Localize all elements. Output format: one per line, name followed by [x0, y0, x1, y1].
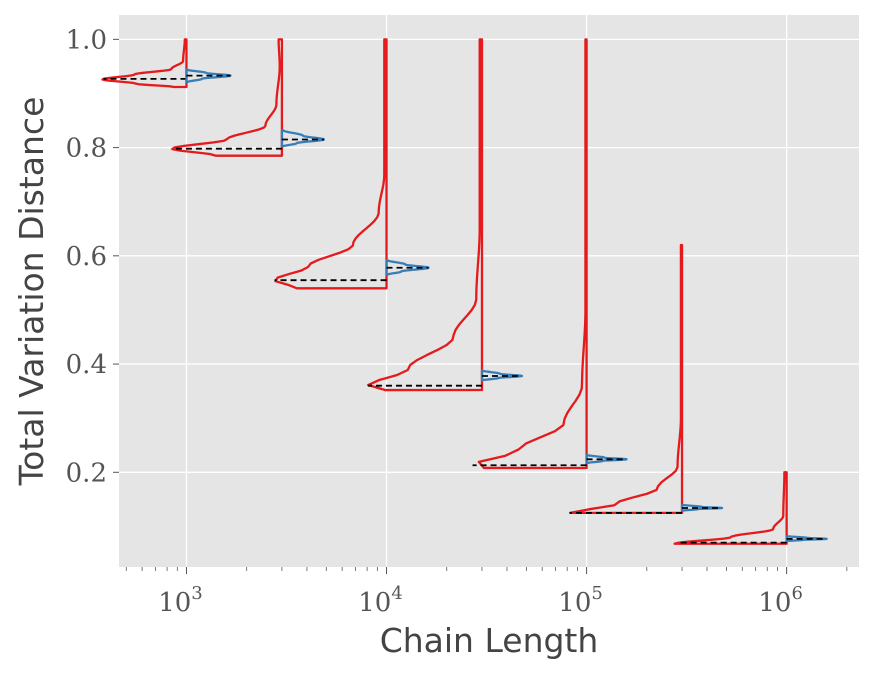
violin-group — [472, 38, 628, 470]
violin-group — [171, 38, 326, 157]
violin-left-half — [274, 38, 388, 290]
violin-left-half — [673, 471, 788, 545]
y-tick-label: 0.2 — [66, 458, 107, 488]
violin-right-half — [585, 453, 628, 465]
x-tick-label: 104 — [358, 583, 403, 618]
x-tick-label: 105 — [558, 583, 603, 618]
y-tick-label: 0.8 — [66, 134, 107, 164]
y-tick-label: 1.0 — [66, 25, 107, 55]
violin-group — [101, 38, 232, 89]
y-tick-label: 0.6 — [66, 242, 107, 272]
violin-right-half — [280, 129, 326, 148]
x-tick-label: 103 — [158, 583, 203, 618]
violin-left-half — [568, 243, 684, 515]
violin-left-half — [101, 38, 188, 89]
y-axis-label: Total Variation Distance — [12, 97, 51, 487]
y-tick-label: 0.4 — [66, 350, 107, 380]
violin-group — [673, 471, 828, 545]
violin-right-half — [785, 535, 828, 543]
violin-group — [367, 38, 524, 392]
violin-left-half — [367, 38, 484, 392]
violin-left-half — [477, 38, 588, 470]
violin-group — [274, 38, 430, 290]
violin-left-half — [171, 38, 284, 157]
x-axis-label: Chain Length — [380, 621, 599, 660]
violins — [101, 38, 828, 545]
violin-group — [568, 243, 724, 515]
plot-background — [119, 15, 859, 567]
axis-ticks: 0.2 0.4 0.6 0.8 1.0 103 104 105 106 — [66, 25, 848, 618]
x-tick-label: 106 — [758, 583, 803, 618]
